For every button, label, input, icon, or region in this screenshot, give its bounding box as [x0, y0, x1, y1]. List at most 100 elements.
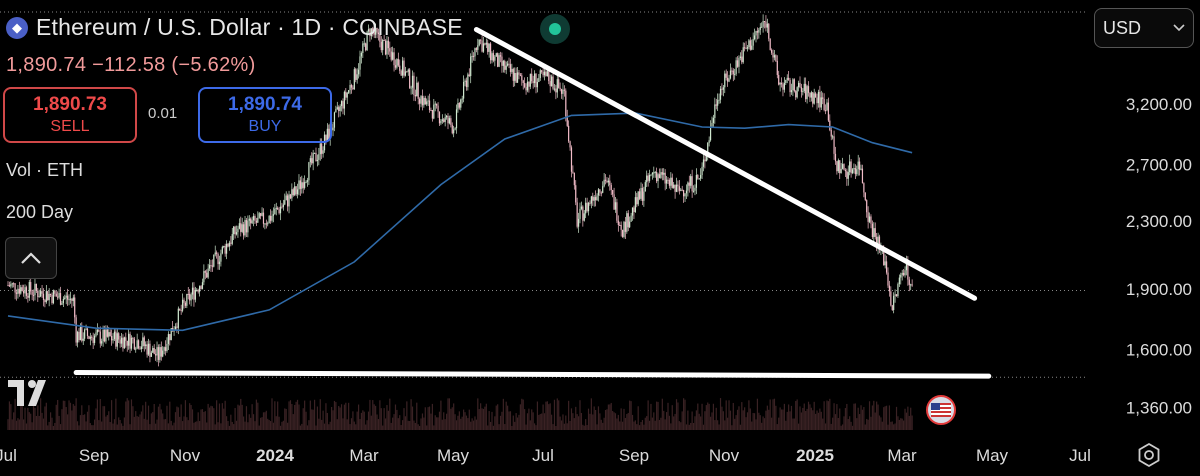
candle-body [51, 295, 53, 304]
volume-bar [13, 412, 15, 430]
volume-bar [448, 398, 451, 430]
volume-bar [531, 409, 533, 430]
volume-bar [318, 418, 320, 430]
candle-body [343, 91, 345, 109]
candle-body [641, 188, 644, 201]
settings-icon[interactable] [1134, 440, 1164, 470]
candle-body [451, 124, 453, 134]
candle-body [688, 182, 690, 186]
candle-body [38, 296, 40, 298]
time-axis[interactable]: Jul Sep Nov 2024 Mar May Jul Sep Nov 2025 Mar May Ju… [0, 446, 1091, 465]
volume-bar [850, 421, 852, 430]
volume-bar [505, 401, 507, 430]
volume-bar [577, 416, 580, 430]
sell-button[interactable]: 1,890.73 SELL [3, 87, 137, 143]
volume-bar [365, 424, 367, 430]
volume-bar [67, 414, 69, 430]
volume-bar [311, 409, 313, 430]
volume-bar [525, 424, 527, 430]
candle-body [658, 174, 661, 178]
candle-body [65, 295, 67, 298]
candle-body [230, 242, 232, 244]
candle-body [261, 212, 263, 216]
volume-bar [897, 416, 899, 430]
candle-body [421, 96, 424, 106]
volume-indicator-label[interactable]: Vol · ETH [6, 160, 84, 180]
candle-body [826, 102, 828, 111]
candle-body [74, 297, 76, 318]
candle-body [163, 347, 165, 351]
volume-bar [736, 409, 739, 430]
candle-body [47, 291, 49, 301]
volume-bar [654, 420, 656, 430]
volume-bar [387, 410, 389, 430]
candle-body [707, 142, 709, 156]
us-flag-icon[interactable] [926, 395, 956, 425]
candle-body [252, 216, 255, 221]
volume-bar [136, 416, 138, 430]
collapse-indicators-button[interactable] [5, 237, 57, 279]
volume-bar [663, 410, 665, 430]
volume-bar [548, 404, 550, 430]
candle-body [298, 180, 300, 190]
volume-bar [201, 409, 204, 430]
volume-bar [772, 399, 774, 430]
volume-bar [904, 408, 906, 430]
volume-bar [454, 414, 456, 430]
candle-body [568, 125, 570, 142]
volume-bar [51, 417, 53, 430]
volume-bar [853, 403, 855, 430]
volume-bar [370, 415, 372, 430]
candle-body [647, 175, 649, 181]
candle-body [316, 159, 319, 162]
volume-bar [484, 406, 486, 430]
volume-bar [485, 403, 487, 430]
volume-bar [910, 407, 912, 430]
candle-body [739, 56, 741, 59]
volume-bar [599, 413, 601, 430]
candle-body [497, 53, 499, 67]
candle-body [691, 176, 693, 192]
live-dot-icon[interactable] [540, 14, 570, 44]
volume-bar [420, 418, 422, 430]
candle-body [31, 291, 33, 295]
volume-bar [174, 412, 177, 430]
ma-indicator-label[interactable]: 200 Day [6, 202, 74, 222]
candle-body [863, 183, 865, 193]
candle-body [319, 143, 321, 155]
candle-body [21, 287, 23, 292]
candle-body [306, 180, 309, 182]
volume-bar [894, 423, 896, 430]
price-axis[interactable]: 3,200.00 2,700.00 2,300.00 1,900.00 1,600.00… [1126, 95, 1192, 417]
volume-bar [125, 401, 127, 430]
x-tick-label: May [976, 446, 1009, 465]
candle-body [399, 65, 401, 71]
symbol-title[interactable]: Ethereum / U.S. Dollar · 1D · COINBASE [36, 14, 463, 40]
chart-header: ◆ Ethereum / U.S. Dollar · 1D · COINBASE [6, 14, 463, 41]
candle-body [383, 39, 385, 41]
candle-body [42, 293, 45, 300]
buy-button[interactable]: 1,890.74 BUY [198, 87, 332, 143]
volume-bar [193, 422, 195, 430]
candle-body [657, 174, 659, 182]
volume-bar [759, 415, 761, 430]
candle-body [321, 143, 323, 154]
volume-bar [156, 419, 158, 430]
candle-body [577, 218, 580, 227]
candle-body [595, 197, 597, 201]
volume-bar [900, 418, 902, 430]
volume-bar [346, 419, 348, 430]
volume-bar [126, 398, 128, 430]
volume-bar [504, 424, 506, 430]
candle-body [216, 252, 218, 254]
trend-lines[interactable] [73, 27, 992, 379]
candle-body [911, 284, 913, 286]
volume-bar [568, 400, 570, 430]
currency-select[interactable]: USD [1094, 8, 1194, 48]
candle-body [849, 161, 851, 173]
volume-bar [472, 420, 475, 430]
candle-body [545, 71, 547, 76]
candle-body [54, 290, 56, 294]
volume-bar [105, 416, 107, 430]
